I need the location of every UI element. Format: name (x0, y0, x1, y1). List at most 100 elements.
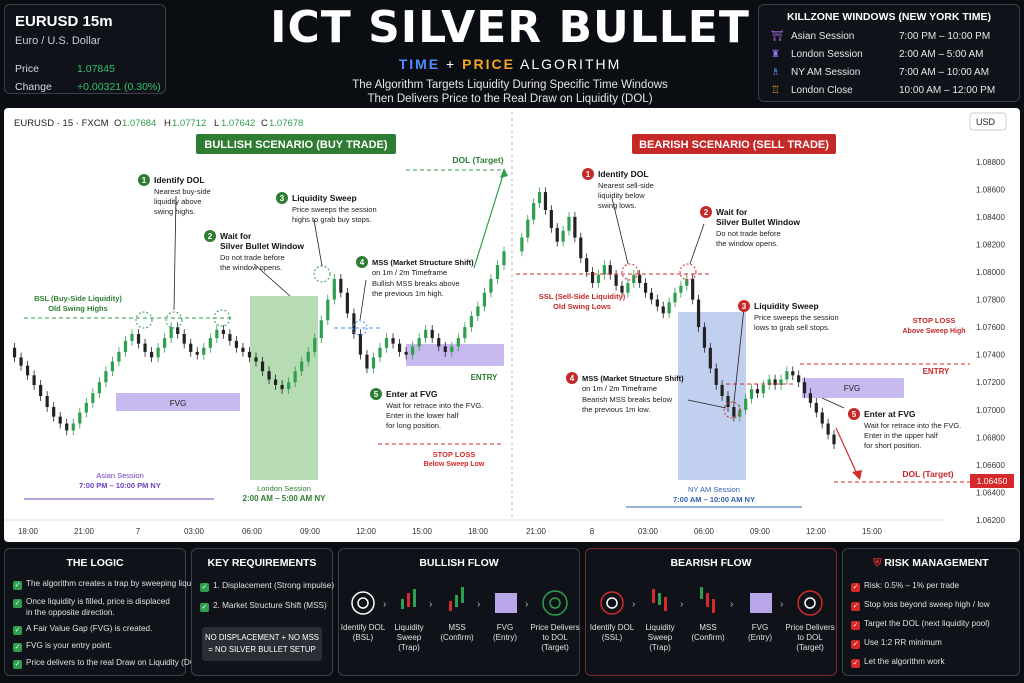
x-tick-label: 8 (590, 527, 595, 536)
candle (437, 338, 441, 347)
symbol-label: EURUSD 15m (15, 13, 113, 30)
candle (326, 299, 330, 321)
svg-text:MSS (Market Structure Shift): MSS (Market Structure Shift) (372, 258, 474, 267)
flow-arrow-icon: › (525, 599, 528, 610)
candle (332, 278, 336, 300)
svg-text:3: 3 (742, 302, 747, 311)
candle (241, 347, 245, 352)
candle (443, 346, 447, 352)
candle (785, 371, 789, 380)
killzone-row: ♗ NY AM Session 7:00 AM – 10:00 AM (771, 67, 989, 78)
candle (573, 216, 577, 238)
svg-text:swing lows.: swing lows. (598, 201, 636, 210)
chart-area[interactable]: EURUSD · 15 · FXCM O 1.07684 H 1.07712 L… (4, 108, 1020, 542)
svg-text:Wait for: Wait for (220, 231, 252, 241)
candle (365, 354, 369, 369)
y-axis: 1.08800 1.08600 1.08400 1.08200 1.08000 1.078… (976, 158, 1005, 525)
candle (130, 334, 134, 341)
candle (280, 384, 284, 390)
candle (561, 230, 565, 242)
svg-text:liquidity below: liquidity below (598, 191, 645, 200)
bridge-icon: ♖ (771, 85, 780, 96)
flow-step-label: FVG (Entry) (493, 623, 517, 642)
svg-text:Liquidity Sweep: Liquidity Sweep (754, 301, 819, 311)
svg-text:Identify DOL: Identify DOL (598, 169, 649, 179)
bull-step-5: 5 Enter at FVG Wait for retrace into the… (370, 388, 483, 430)
key-title: KEY REQUIREMENTS (207, 557, 317, 569)
candle (773, 379, 777, 385)
svg-text:2: 2 (704, 208, 709, 217)
bull-step-2: 2 Wait for Silver Bullet Window Do not t… (204, 230, 304, 272)
candle (567, 216, 571, 231)
price-chart[interactable]: EURUSD · 15 · FXCM O 1.07684 H 1.07712 L… (4, 108, 1020, 542)
flow-arrow-icon: › (780, 599, 783, 610)
sweep-marker (313, 265, 331, 283)
pointer-line (313, 219, 323, 267)
ohlc-h-label: H (164, 118, 171, 129)
svg-text:Bearish MSS breaks below: Bearish MSS breaks below (582, 395, 673, 404)
currency-select[interactable] (969, 112, 1007, 131)
y-tick-label: 1.08800 (976, 158, 1005, 167)
candle (456, 338, 460, 347)
svg-text:Silver Bullet Window: Silver Bullet Window (220, 241, 304, 251)
candle (502, 251, 506, 266)
bullish-flow-diagram: › › › › (351, 587, 568, 616)
candle (450, 346, 454, 352)
candle (590, 272, 595, 284)
candle (371, 357, 376, 369)
bear-step-5: 5 Enter at FVG Wait for retrace into the… (848, 408, 961, 450)
ohlc-c-label: C (261, 118, 268, 129)
killzone-name: NY AM Session (791, 67, 861, 78)
bear-scenario-title: BEARISH SCENARIO (SELL TRADE) (639, 139, 829, 151)
candle (404, 351, 408, 355)
ssl-sublabel: Old Swing Lows (553, 302, 611, 311)
y-tick-label: 1.07000 (976, 406, 1005, 415)
shield-icon: ⛨ (873, 557, 882, 569)
svg-text:Do not trade before: Do not trade before (716, 229, 781, 238)
ohlc-o-label: O (114, 118, 121, 129)
pointer-line (687, 399, 727, 409)
svg-text:liquidity above: liquidity above (154, 197, 202, 206)
candle (476, 306, 480, 317)
candle (19, 357, 23, 366)
bearish-flow-panel: BEARISH FLOW › › › › Identify DOL (SSL) L… (585, 548, 837, 676)
bear-entry-label: ENTRY (923, 367, 950, 376)
bull-fvg-label: FVG (170, 399, 186, 408)
key-item: ✓ 1. Displacement (Strong impulse) (200, 581, 335, 592)
risk-item: ✓ Let the algorithm work (851, 657, 945, 668)
candle (549, 210, 553, 228)
candle (779, 379, 783, 385)
y-tick-label: 1.07800 (976, 296, 1005, 305)
change-label: Change (15, 81, 52, 93)
fvg-box-icon (495, 593, 517, 613)
candle (65, 423, 69, 431)
target-icon (600, 591, 624, 615)
ohlc-l-label: L (214, 118, 219, 129)
y-tick-label: 1.08400 (976, 213, 1005, 222)
no-setup-warning: NO DISPLACEMENT + NO MSS = NO SILVER BULL… (202, 627, 322, 661)
candle (254, 357, 258, 362)
candle (287, 382, 291, 390)
bull-stop-label: STOP LOSS (433, 450, 476, 459)
svg-text:Liquidity Sweep: Liquidity Sweep (292, 193, 357, 203)
flow-step-label: Identify DOL (BSL) (340, 623, 386, 642)
ohlc-h: 1.07712 (172, 118, 206, 129)
logic-title: THE LOGIC (66, 557, 124, 569)
target-icon (542, 590, 568, 616)
swing-low-marker (679, 263, 697, 281)
candle (720, 384, 724, 396)
candle (384, 338, 389, 348)
risk-panel: ⛨ RISK MANAGEMENT ✓ Risk: 0.5% – 1% per t… (842, 548, 1020, 676)
candle (732, 407, 736, 417)
asian-session-time: 7:00 PM – 10:00 PM NY (79, 481, 161, 490)
killzone-row: ♖ London Close 10:00 AM – 12:00 PM (771, 85, 995, 96)
candles-mss-icon (449, 587, 464, 611)
candle (808, 393, 813, 403)
bull-stop-sublabel: Below Sweep Low (424, 461, 485, 468)
tagline-plus: + (446, 56, 457, 72)
bearish-flow-diagram: › › › › (600, 587, 823, 616)
y-tick-label: 1.07600 (976, 323, 1005, 332)
candle (273, 379, 278, 385)
candle (463, 327, 467, 339)
candle (691, 278, 695, 300)
